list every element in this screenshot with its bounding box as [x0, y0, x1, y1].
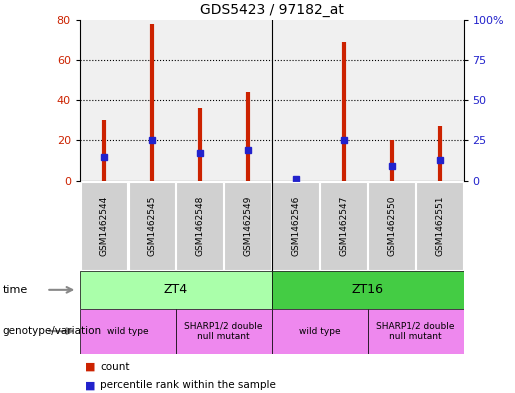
Text: wild type: wild type: [299, 327, 340, 336]
Text: GSM1462546: GSM1462546: [291, 196, 300, 256]
Text: GSM1462550: GSM1462550: [387, 196, 396, 256]
Bar: [272, 182, 319, 270]
Text: ■: ■: [85, 362, 95, 372]
Text: ZT4: ZT4: [164, 283, 188, 296]
Text: ZT16: ZT16: [352, 283, 384, 296]
Bar: [416, 182, 463, 270]
Bar: [176, 309, 272, 354]
Bar: [129, 182, 175, 270]
Bar: [225, 182, 271, 270]
Text: time: time: [3, 285, 28, 295]
Text: SHARP1/2 double
null mutant: SHARP1/2 double null mutant: [376, 321, 455, 341]
Bar: [368, 309, 464, 354]
Text: wild type: wild type: [107, 327, 149, 336]
Bar: [177, 182, 223, 270]
Bar: [368, 182, 415, 270]
Bar: [80, 309, 176, 354]
Text: GSM1462547: GSM1462547: [339, 196, 348, 256]
Text: GSM1462551: GSM1462551: [435, 196, 444, 256]
Text: GSM1462544: GSM1462544: [99, 196, 108, 256]
Text: GSM1462549: GSM1462549: [243, 196, 252, 256]
Bar: [80, 271, 272, 309]
Bar: [272, 309, 368, 354]
Title: GDS5423 / 97182_at: GDS5423 / 97182_at: [200, 3, 344, 17]
Bar: [272, 271, 464, 309]
Text: ■: ■: [85, 380, 95, 390]
Text: SHARP1/2 double
null mutant: SHARP1/2 double null mutant: [184, 321, 263, 341]
Bar: [80, 182, 127, 270]
Text: GSM1462545: GSM1462545: [147, 196, 156, 256]
Bar: [320, 182, 367, 270]
Text: percentile rank within the sample: percentile rank within the sample: [100, 380, 277, 390]
Text: genotype/variation: genotype/variation: [3, 326, 101, 336]
Text: GSM1462548: GSM1462548: [195, 196, 204, 256]
Text: count: count: [100, 362, 130, 372]
